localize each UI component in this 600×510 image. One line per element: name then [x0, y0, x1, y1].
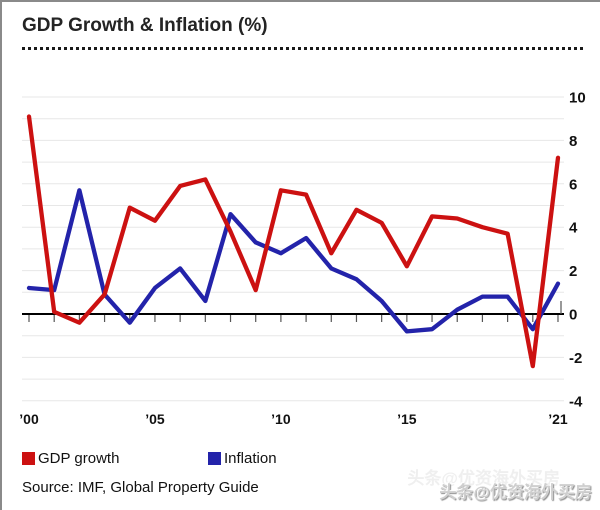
y-axis-label: 0 [569, 307, 577, 324]
chart-plot: 10 8 6 4 2 0 -2 -4 ’00 ’05 ’10 ’15 ’21 [19, 90, 586, 428]
chart-title: GDP Growth & Inflation (%) [22, 15, 268, 36]
inflation-legend-swatch [208, 452, 221, 465]
watermark-ghost: 头条@优资海外买房 [407, 469, 560, 488]
inflation-line [26, 188, 561, 334]
dotted-rule [22, 47, 583, 50]
legend-item-inflation: Inflation [208, 450, 277, 467]
x-axis-label: ’10 [271, 411, 291, 427]
y-axis-label: -2 [569, 350, 582, 367]
source-attribution: Source: IMF, Global Property Guide [22, 479, 259, 496]
y-axis-label: 8 [569, 133, 577, 150]
x-axis-label: ’05 [145, 411, 165, 427]
watermark: 头条@优资海外买房 [439, 483, 592, 502]
x-axis-label: ’15 [397, 411, 417, 427]
y-axis-label: 2 [569, 263, 577, 280]
y-axis-label: -4 [569, 393, 583, 410]
y-axis-label: 4 [569, 220, 578, 237]
gdp-legend-swatch [22, 452, 35, 465]
y-axis-label: 10 [569, 90, 586, 107]
inflation-legend-label: Inflation [224, 450, 277, 467]
legend-item-gdp: GDP growth [22, 450, 119, 467]
x-axis-label: ’21 [548, 411, 568, 427]
gdp-legend-label: GDP growth [38, 450, 120, 467]
gdp-growth-line [26, 114, 561, 369]
x-axis-label: ’00 [19, 411, 39, 427]
y-axis-label: 6 [569, 176, 577, 193]
